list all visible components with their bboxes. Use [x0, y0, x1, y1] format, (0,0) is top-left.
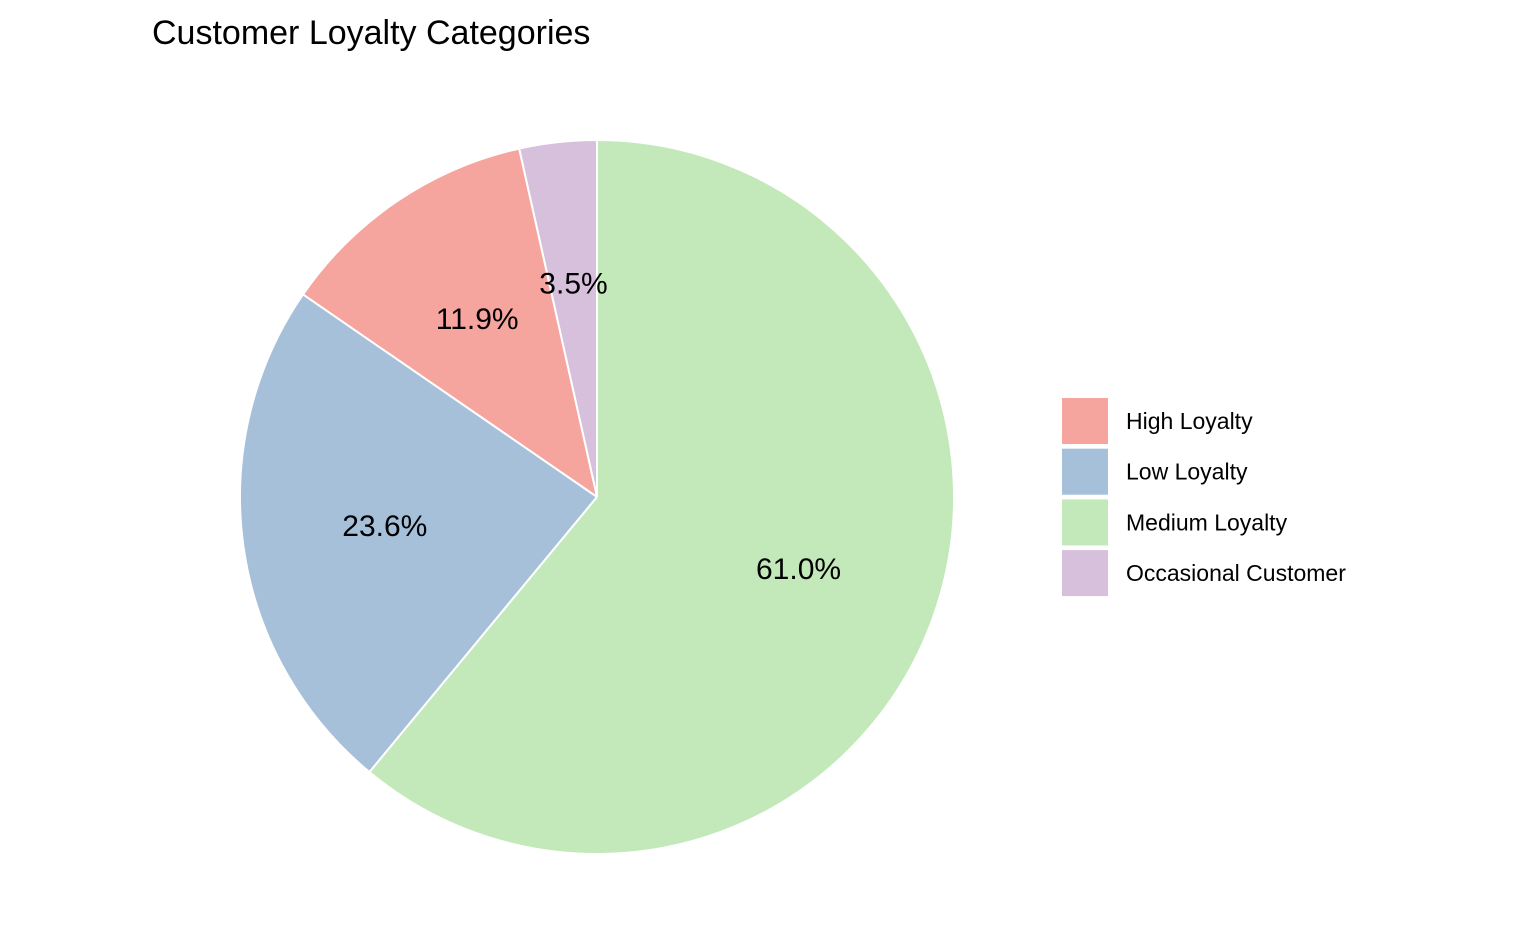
slice-label-high-loyalty: 11.9%	[436, 303, 519, 336]
legend-label-low-loyalty: Low Loyalty	[1126, 459, 1248, 485]
legend-label-high-loyalty: High Loyalty	[1126, 408, 1253, 434]
legend-swatch-high-loyalty	[1062, 398, 1108, 444]
chart-title: Customer Loyalty Categories	[152, 14, 590, 52]
pie-slice-low-loyalty	[239, 293, 599, 774]
pie-slices	[239, 138, 955, 855]
legend-swatch-medium-loyalty	[1062, 499, 1108, 546]
legend-label-medium-loyalty: Medium Loyalty	[1126, 509, 1288, 535]
pie-slice-high-loyalty	[301, 147, 599, 500]
pie-slice-labels: 3.5% 11.9% 23.6% 61.0%	[342, 268, 841, 586]
legend-swatch-occasional-customer	[1062, 550, 1108, 597]
legend: High Loyalty Low Loyalty Medium Loyalty Occ…	[1062, 398, 1346, 597]
slice-label-occasional-customer: 3.5%	[539, 268, 607, 301]
legend-swatch-low-loyalty	[1062, 448, 1108, 495]
slice-label-medium-loyalty: 61.0%	[756, 553, 841, 586]
legend-label-occasional-customer: Occasional Customer	[1126, 560, 1346, 586]
pie-slice-medium-loyalty	[368, 138, 955, 855]
slice-label-low-loyalty: 23.6%	[342, 510, 427, 543]
